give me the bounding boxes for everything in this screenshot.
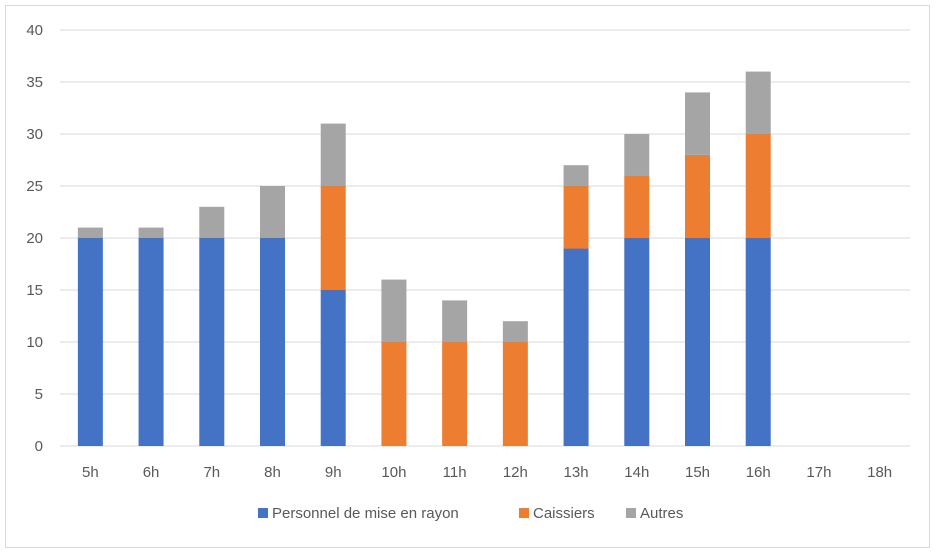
legend-swatch <box>626 508 636 518</box>
bar-segment <box>745 134 771 238</box>
bar-segment <box>685 154 710 238</box>
bar-segment <box>138 238 164 446</box>
y-tick-label: 20 <box>26 230 43 247</box>
bar-segment <box>199 206 225 238</box>
bar-segment <box>320 123 346 186</box>
y-tick-label: 25 <box>26 178 43 195</box>
bar-segment <box>381 279 407 342</box>
x-tick-label: 17h <box>806 464 831 481</box>
y-tick-label: 30 <box>26 126 43 143</box>
bar-segment <box>138 227 164 238</box>
y-tick-label: 15 <box>26 282 43 299</box>
y-tick-label: 35 <box>26 74 43 91</box>
bar-segment <box>502 342 528 446</box>
x-tick-label: 8h <box>264 464 281 481</box>
bar-segment <box>77 238 103 446</box>
bar-segment <box>563 186 589 249</box>
bar-segment <box>320 290 346 446</box>
bar-segment <box>624 238 650 446</box>
x-tick-label: 9h <box>325 464 342 481</box>
bar-segment <box>260 238 285 446</box>
y-tick-label: 40 <box>26 22 43 39</box>
x-tick-label: 18h <box>867 464 892 481</box>
bar-segment <box>624 134 650 176</box>
bar-segment <box>442 300 468 342</box>
bar-segment <box>624 175 650 238</box>
bar-segment <box>745 71 771 134</box>
legend-label: Caissiers <box>533 505 595 522</box>
legend-label: Personnel de mise en rayon <box>272 505 459 522</box>
bar-segment <box>381 342 407 446</box>
x-tick-label: 14h <box>624 464 649 481</box>
x-tick-label: 13h <box>564 464 589 481</box>
legend-swatch <box>519 508 529 518</box>
y-tick-label: 10 <box>26 334 43 351</box>
legend-swatch <box>258 508 268 518</box>
bar-segment <box>685 238 710 446</box>
legend-label: Autres <box>640 505 683 522</box>
bar-segment <box>320 186 346 290</box>
bar-segment <box>260 186 285 238</box>
x-tick-label: 12h <box>503 464 528 481</box>
bar-segment <box>745 238 771 446</box>
y-tick-label: 0 <box>35 438 43 455</box>
x-tick-label: 15h <box>685 464 710 481</box>
bar-segment <box>77 227 103 238</box>
x-tick-label: 6h <box>143 464 160 481</box>
bar-segment <box>685 92 710 155</box>
bar-segment <box>199 238 225 446</box>
x-tick-label: 7h <box>203 464 220 481</box>
x-tick-label: 10h <box>381 464 406 481</box>
x-tick-label: 16h <box>746 464 771 481</box>
y-tick-label: 5 <box>35 386 43 403</box>
bar-segment <box>563 165 589 186</box>
bar-segment <box>502 321 528 342</box>
x-tick-label: 5h <box>82 464 99 481</box>
bar-segment <box>563 248 589 446</box>
x-tick-label: 11h <box>443 464 467 481</box>
bar-segment <box>442 342 468 446</box>
